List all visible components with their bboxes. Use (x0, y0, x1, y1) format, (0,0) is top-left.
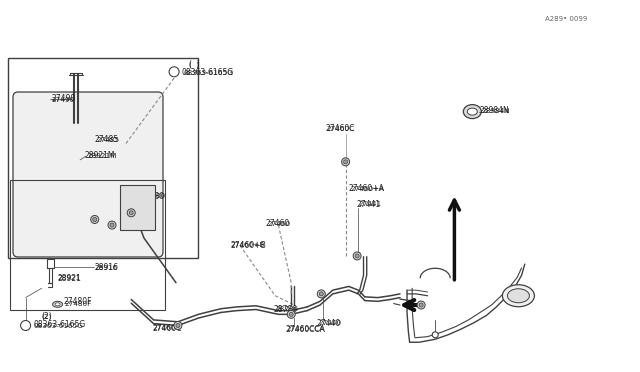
Text: 28984N: 28984N (481, 108, 510, 114)
Text: 27460C: 27460C (325, 124, 355, 133)
Text: 28786: 28786 (274, 305, 298, 314)
Circle shape (127, 209, 135, 217)
Text: 27460C: 27460C (152, 325, 180, 331)
Circle shape (342, 158, 349, 166)
Text: 27460+A: 27460+A (351, 186, 385, 192)
Text: 27480: 27480 (141, 192, 165, 201)
Text: 27460+A: 27460+A (349, 185, 385, 193)
Text: 27440: 27440 (317, 319, 341, 328)
Text: 27460: 27460 (268, 221, 291, 227)
Text: 27460+B: 27460+B (230, 241, 266, 250)
Circle shape (110, 223, 114, 227)
Ellipse shape (467, 108, 477, 115)
Text: 27460C: 27460C (152, 324, 182, 333)
Circle shape (91, 215, 99, 224)
Ellipse shape (463, 105, 481, 119)
Text: 27485: 27485 (95, 135, 119, 144)
Text: 28921: 28921 (58, 275, 81, 281)
Text: 28921M: 28921M (87, 153, 116, 159)
Text: 28921M: 28921M (84, 151, 115, 160)
Bar (120, 185, 155, 230)
Circle shape (319, 292, 323, 296)
Text: 27490: 27490 (51, 97, 74, 103)
Text: 27490: 27490 (51, 94, 76, 103)
Text: 27460C: 27460C (326, 126, 355, 132)
Circle shape (432, 332, 438, 338)
Text: (2): (2) (42, 314, 52, 320)
Circle shape (108, 221, 116, 229)
Bar (10, 180, 165, 310)
Text: 27460+B: 27460+B (230, 242, 265, 248)
Ellipse shape (502, 285, 534, 307)
Text: 28921: 28921 (58, 274, 81, 283)
Text: (  ): ( ) (189, 60, 200, 69)
Text: 27460: 27460 (266, 219, 290, 228)
Circle shape (355, 254, 359, 258)
Text: 27480F: 27480F (64, 301, 92, 307)
Circle shape (93, 218, 97, 221)
Text: 27460CCA: 27460CCA (285, 325, 326, 334)
Circle shape (129, 211, 133, 215)
Text: 28916: 28916 (95, 263, 119, 272)
Text: 27460CCA: 27460CCA (287, 326, 325, 332)
Ellipse shape (52, 301, 63, 307)
Text: A289• 0099: A289• 0099 (545, 16, 588, 22)
Text: 28984N: 28984N (480, 106, 509, 115)
FancyBboxPatch shape (13, 92, 163, 257)
Ellipse shape (55, 303, 60, 306)
Circle shape (419, 303, 423, 307)
Text: 28786: 28786 (275, 306, 298, 312)
Text: S: S (24, 323, 28, 328)
Text: 08363-6165G: 08363-6165G (33, 320, 86, 329)
Text: 27480F: 27480F (64, 297, 93, 306)
Circle shape (20, 321, 31, 330)
Circle shape (317, 290, 325, 298)
Text: 08363-6165G: 08363-6165G (182, 68, 234, 77)
Ellipse shape (508, 289, 529, 303)
Text: (  ): ( ) (189, 61, 199, 68)
Text: 28916: 28916 (95, 265, 118, 271)
Text: (2): (2) (42, 312, 52, 321)
Circle shape (169, 67, 179, 77)
Circle shape (289, 312, 293, 316)
Circle shape (287, 310, 295, 318)
Circle shape (344, 160, 348, 164)
Text: 27485: 27485 (96, 137, 119, 142)
Text: 27441: 27441 (356, 200, 381, 209)
Circle shape (353, 252, 361, 260)
Text: S: S (172, 69, 176, 74)
Text: 27480: 27480 (142, 193, 165, 199)
Circle shape (417, 301, 425, 309)
Circle shape (176, 324, 180, 327)
Text: 27441: 27441 (358, 201, 381, 207)
Circle shape (174, 321, 182, 330)
Text: 08363-6165G: 08363-6165G (183, 70, 233, 76)
Text: 08363-6165G: 08363-6165G (33, 323, 83, 328)
Bar (8, 58, 198, 258)
Text: 27440: 27440 (319, 320, 342, 326)
